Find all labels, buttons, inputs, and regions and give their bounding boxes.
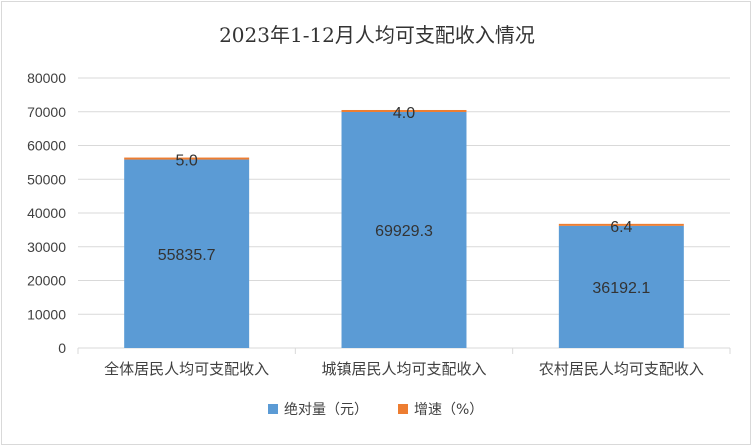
legend-label-absolute: 绝对量（元） (284, 402, 368, 418)
x-category-label: 全体居民人均可支配收入 (104, 360, 269, 378)
data-label-growth: 6.4 (610, 219, 632, 236)
chart-title: 2023年1-12月人均可支配收入情况 (219, 23, 535, 47)
bar-growth (558, 223, 684, 226)
data-label-absolute: 36192.1 (592, 280, 650, 297)
y-tick-label: 40000 (27, 205, 66, 221)
data-label-growth: 5.0 (176, 153, 198, 170)
bar-absolute (558, 225, 684, 348)
data-label-growth: 4.0 (393, 105, 415, 122)
data-labels: 55835.7 5.0 69929.3 4.0 36192.1 6.4 (158, 105, 651, 297)
y-tick-label: 70000 (27, 104, 66, 120)
y-tick-label: 10000 (27, 306, 66, 322)
x-category-label: 农村居民人均可支配收入 (539, 360, 704, 378)
bar-absolute (124, 159, 250, 348)
y-tick-label: 50000 (27, 171, 66, 187)
x-category-label: 城镇居民人均可支配收入 (321, 360, 486, 378)
bar-absolute (341, 111, 467, 348)
bars (124, 109, 684, 348)
y-tick-label: 0 (58, 340, 66, 356)
legend-swatch-absolute (268, 404, 278, 414)
y-tick-label: 20000 (27, 273, 66, 289)
legend-label-growth: 增速（%） (414, 402, 483, 418)
y-tick-label: 80000 (27, 70, 66, 86)
bar-growth (341, 109, 467, 112)
data-label-absolute: 69929.3 (375, 223, 433, 240)
legend: 绝对量（元） 增速（%） (268, 402, 483, 418)
legend-swatch-growth (398, 404, 408, 414)
bar-growth (124, 157, 250, 160)
data-label-absolute: 55835.7 (158, 247, 216, 264)
y-tick-label: 30000 (27, 239, 66, 255)
y-tick-label: 60000 (27, 138, 66, 154)
